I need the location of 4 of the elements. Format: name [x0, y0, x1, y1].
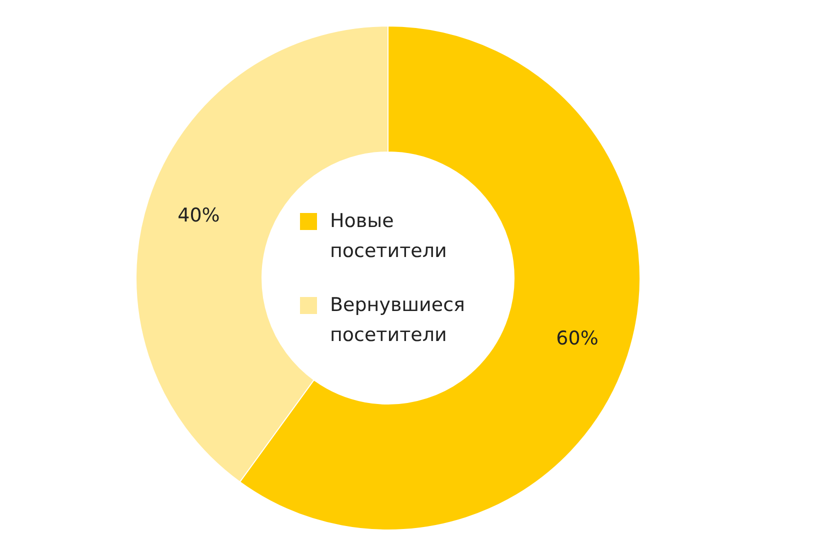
legend-label: Новые посетители — [330, 210, 447, 262]
legend-label: Вернувшиеся посетители — [330, 294, 465, 346]
data-label: 60% — [556, 328, 598, 350]
data-label: 40% — [178, 204, 220, 227]
